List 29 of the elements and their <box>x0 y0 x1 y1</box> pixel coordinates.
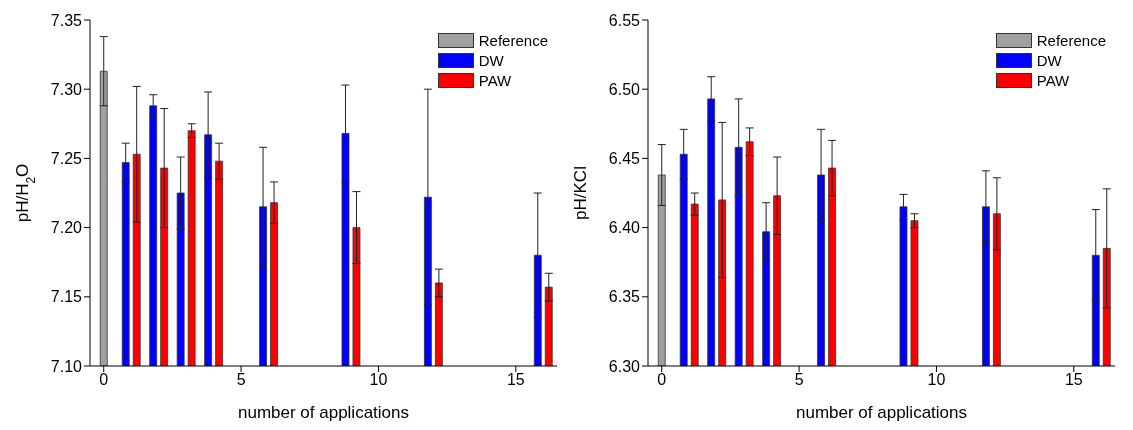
y-tick-label: 7.30 <box>50 80 83 98</box>
y-tick-label: 6.40 <box>608 219 641 237</box>
x-tick-label: 15 <box>1064 371 1083 389</box>
x-axis-title: number of applications <box>795 403 968 422</box>
legend-label: PAW <box>478 71 512 89</box>
legend-label: Reference <box>478 31 548 49</box>
x-axis-title: number of applications <box>237 403 410 422</box>
y-tick-label: 7.15 <box>50 288 83 306</box>
y-tick-label: 7.25 <box>50 150 83 168</box>
y-tick-label: 6.30 <box>608 357 641 375</box>
y-tick-label: 7.10 <box>50 357 83 375</box>
y-axis-title: pH/KCl <box>571 166 590 220</box>
x-tick-label: 5 <box>794 371 804 389</box>
x-tick-label: 5 <box>236 371 246 389</box>
legend-label: Reference <box>1036 31 1106 49</box>
y-tick-label: 6.35 <box>608 288 641 306</box>
legend-label: PAW <box>1036 71 1070 89</box>
y-tick-label: 6.55 <box>608 11 641 29</box>
y-tick-label: 6.45 <box>608 150 641 168</box>
x-tick-label: 10 <box>927 371 946 389</box>
legend-label: DW <box>1036 51 1062 69</box>
x-tick-label: 15 <box>506 371 525 389</box>
legend-label: DW <box>478 51 504 69</box>
y-tick-label: 7.35 <box>50 11 83 29</box>
x-tick-label: 10 <box>369 371 388 389</box>
y-tick-label: 7.20 <box>50 219 83 237</box>
x-tick-label: 0 <box>657 371 667 389</box>
y-tick-label: 6.50 <box>608 80 641 98</box>
x-tick-label: 0 <box>99 371 109 389</box>
